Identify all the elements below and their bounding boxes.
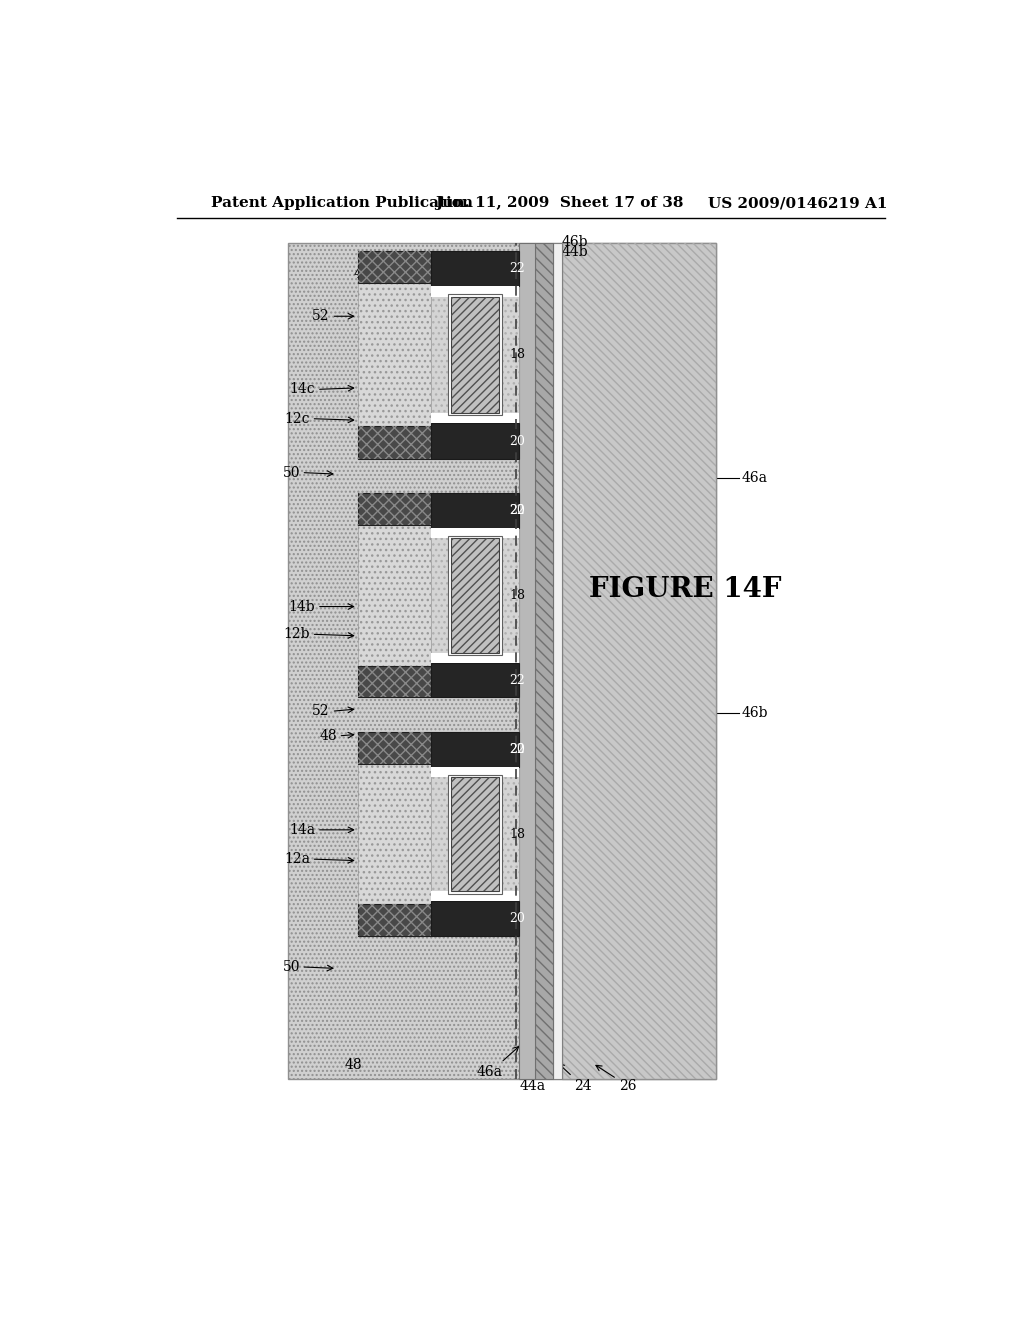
Text: 50: 50 xyxy=(283,960,300,974)
Text: 14a: 14a xyxy=(289,822,315,837)
Bar xyxy=(519,243,535,1078)
Bar xyxy=(357,764,431,904)
Text: 14b: 14b xyxy=(289,599,315,614)
Text: Jun. 11, 2009  Sheet 17 of 38: Jun. 11, 2009 Sheet 17 of 38 xyxy=(435,197,683,210)
Bar xyxy=(451,297,500,413)
Text: 14c: 14c xyxy=(290,383,315,396)
Bar xyxy=(451,297,500,413)
Bar xyxy=(357,665,431,697)
Bar xyxy=(431,251,519,459)
Text: 18: 18 xyxy=(509,828,525,841)
Text: 52: 52 xyxy=(312,705,330,718)
Text: 46b: 46b xyxy=(741,706,768,719)
Text: 22: 22 xyxy=(509,261,525,275)
Text: 18: 18 xyxy=(509,348,525,362)
Text: 20: 20 xyxy=(509,743,525,756)
Text: 46a: 46a xyxy=(741,471,767,484)
Bar xyxy=(431,494,519,697)
Text: 26: 26 xyxy=(596,1065,637,1093)
Bar xyxy=(357,904,431,936)
Bar xyxy=(449,536,502,655)
Bar xyxy=(357,494,431,525)
Text: US 2009/0146219 A1: US 2009/0146219 A1 xyxy=(708,197,888,210)
Text: 44b: 44b xyxy=(542,246,589,272)
Bar xyxy=(535,243,553,1078)
Text: 48: 48 xyxy=(319,729,337,743)
Text: 48: 48 xyxy=(345,1059,362,1072)
Bar xyxy=(357,282,431,426)
Text: 20: 20 xyxy=(509,434,525,447)
Bar xyxy=(357,764,431,904)
Bar xyxy=(431,733,519,767)
Bar xyxy=(431,413,519,424)
Bar xyxy=(451,539,500,652)
Bar xyxy=(357,525,431,665)
Text: 20: 20 xyxy=(509,504,525,517)
Bar xyxy=(357,426,431,459)
Text: Patent Application Publication: Patent Application Publication xyxy=(211,197,473,210)
Bar xyxy=(535,243,553,1078)
Bar xyxy=(431,663,519,697)
Bar xyxy=(357,426,431,459)
Bar xyxy=(357,733,431,764)
Text: 20: 20 xyxy=(509,912,525,925)
Text: 46a: 46a xyxy=(477,1047,519,1080)
Text: 24: 24 xyxy=(558,1064,592,1093)
Bar xyxy=(357,665,431,697)
Bar xyxy=(553,243,562,1078)
Bar xyxy=(357,282,431,426)
Bar xyxy=(451,777,500,891)
Bar xyxy=(431,767,519,777)
Text: 50: 50 xyxy=(283,466,300,479)
Bar xyxy=(449,775,502,894)
Bar xyxy=(357,251,431,282)
Bar xyxy=(431,494,519,528)
Bar xyxy=(431,902,519,936)
Bar xyxy=(357,525,431,665)
Text: 52: 52 xyxy=(312,309,330,323)
Bar xyxy=(357,494,431,525)
Bar xyxy=(431,251,519,286)
Text: 48: 48 xyxy=(354,267,381,285)
Bar xyxy=(431,891,519,902)
Text: 12c: 12c xyxy=(285,412,310,425)
Bar xyxy=(431,494,519,697)
Bar xyxy=(431,286,519,297)
Text: 22: 22 xyxy=(509,504,525,517)
Bar xyxy=(451,777,500,891)
Bar xyxy=(449,294,502,416)
Text: 22: 22 xyxy=(509,743,525,756)
Bar xyxy=(431,733,519,936)
Text: 12a: 12a xyxy=(284,853,310,866)
Text: FIGURE 14F: FIGURE 14F xyxy=(589,576,781,603)
Bar xyxy=(562,243,716,1078)
Text: 12b: 12b xyxy=(284,627,310,642)
Bar xyxy=(357,904,431,936)
Bar xyxy=(431,251,519,459)
Text: 22: 22 xyxy=(509,673,525,686)
Bar xyxy=(289,243,716,1078)
Bar xyxy=(431,652,519,663)
Text: 46b: 46b xyxy=(525,235,588,261)
Bar xyxy=(357,251,431,282)
Bar xyxy=(431,528,519,539)
Bar xyxy=(357,733,431,764)
Bar xyxy=(562,243,716,1078)
Bar xyxy=(289,243,716,1078)
Bar xyxy=(451,539,500,652)
Text: 18: 18 xyxy=(509,589,525,602)
Bar xyxy=(431,733,519,936)
Bar xyxy=(431,424,519,459)
Text: 44a: 44a xyxy=(519,1061,546,1093)
